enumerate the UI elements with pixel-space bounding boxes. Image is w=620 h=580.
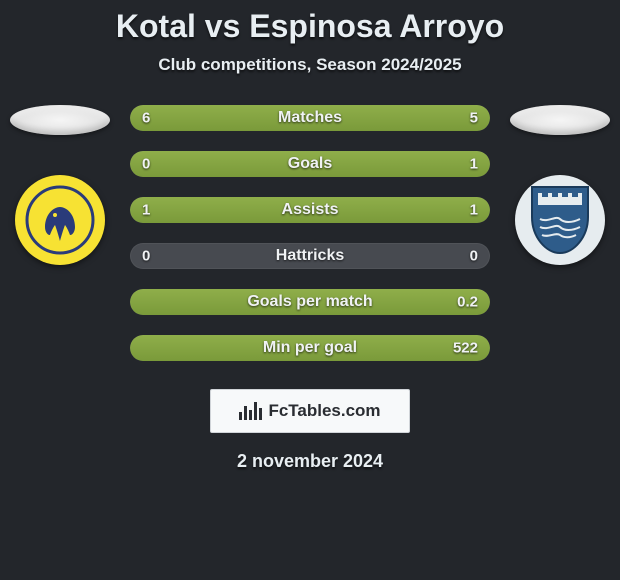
page-subtitle: Club competitions, Season 2024/2025 <box>0 55 620 75</box>
right-player-photo-placeholder <box>510 105 610 135</box>
stat-label: Goals per match <box>247 293 372 311</box>
stat-value-left: 1 <box>142 202 150 219</box>
page-title: Kotal vs Espinosa Arroyo <box>0 8 620 45</box>
left-player-column <box>10 105 110 265</box>
stat-value-left: 0 <box>142 156 150 173</box>
left-player-photo-placeholder <box>10 105 110 135</box>
stat-bar: Matches 6 5 <box>130 105 490 131</box>
stat-bar: Hattricks 0 0 <box>130 243 490 269</box>
stat-value-left: 0 <box>142 248 150 265</box>
left-club-badge <box>15 175 105 265</box>
stats-bars: Matches65Goals01Assists11Hattricks00Goal… <box>130 105 490 361</box>
city-crest-icon <box>528 183 592 257</box>
stat-bar: Assists 1 1 <box>130 197 490 223</box>
right-player-column <box>510 105 610 265</box>
stat-bar: Goals 0 1 <box>130 151 490 177</box>
stat-value-right: 1 <box>470 156 478 173</box>
stat-value-right: 522 <box>453 340 478 357</box>
comparison-widget: Kotal vs Espinosa Arroyo Club competitio… <box>0 0 620 472</box>
fctables-logo[interactable]: FcTables.com <box>210 389 410 433</box>
stat-label: Hattricks <box>276 247 344 265</box>
elephant-crest-icon <box>25 185 95 255</box>
stat-fill-right <box>328 105 490 131</box>
right-club-badge <box>515 175 605 265</box>
stat-value-right: 0.2 <box>457 294 478 311</box>
stat-value-right: 1 <box>470 202 478 219</box>
stat-value-left: 6 <box>142 110 150 127</box>
snapshot-date: 2 november 2024 <box>0 451 620 472</box>
stat-label: Goals <box>288 155 332 173</box>
stat-value-right: 0 <box>470 248 478 265</box>
stat-label: Min per goal <box>263 339 357 357</box>
stat-value-right: 5 <box>470 110 478 127</box>
bar-chart-icon <box>239 402 262 420</box>
comparison-layout: Matches65Goals01Assists11Hattricks00Goal… <box>0 105 620 361</box>
stat-label: Assists <box>282 201 339 219</box>
stat-bar: Min per goal 522 <box>130 335 490 361</box>
footer-brand-text: FcTables.com <box>268 401 380 421</box>
stat-label: Matches <box>278 109 342 127</box>
stat-bar: Goals per match 0.2 <box>130 289 490 315</box>
